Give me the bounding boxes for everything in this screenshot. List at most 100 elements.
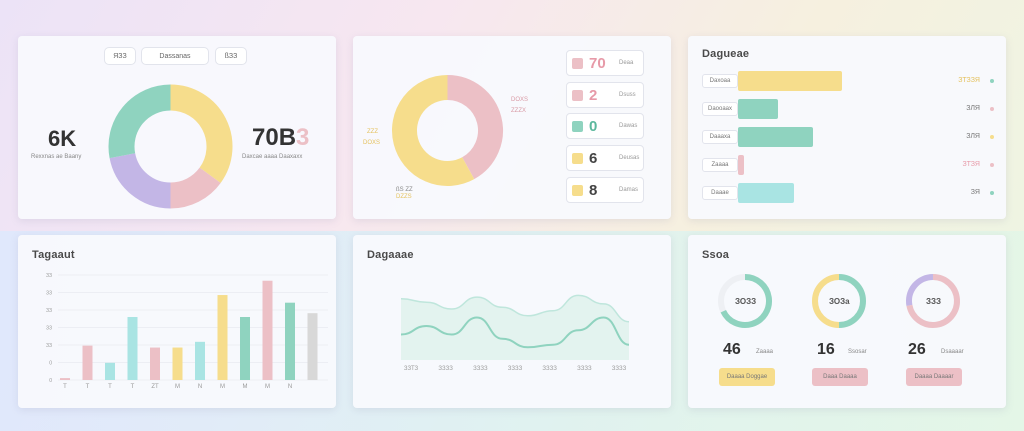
hbar-dot-5	[990, 191, 994, 195]
overview-donut-segment-2	[169, 167, 221, 209]
hbar-readout-2: ЗЛЯ	[966, 105, 980, 112]
hbar-readout-1: ЗТЗЗЯ	[958, 77, 980, 84]
bar-9	[240, 317, 250, 380]
bar-10	[262, 280, 273, 380]
bar-12	[307, 313, 318, 380]
bar-x-tick-5: ZT	[151, 384, 159, 390]
legend-item-3[interactable]: 0 Dawas	[566, 113, 644, 139]
vertical-bar-chart: ЗЗ ЗЗ ЗЗ ЗЗ ЗЗ 0 0 T T T T ZT M N M M M N	[46, 273, 328, 390]
ring-center-3: ЗЗЗ	[926, 297, 942, 306]
legend-item-5[interactable]: 8 Damas	[566, 177, 644, 203]
area-x-tick-1: ЗЗТЗ	[404, 366, 419, 372]
legend-item-1[interactable]: 70 Deaa	[566, 50, 644, 76]
bar-x-tick-7: N	[198, 384, 202, 390]
left-stat-label: Rexxnas ae Baany	[31, 154, 82, 160]
filter-pill-3[interactable]: ßЗЗ	[215, 47, 247, 65]
progress-rings	[718, 274, 960, 328]
hbar-dot-2	[990, 107, 994, 111]
hbar-readout-3: ЗЛЯ	[966, 133, 980, 140]
left-stat-value: 6K	[48, 126, 77, 151]
legend-sub-3: Dawas	[619, 123, 638, 129]
bar-y-tick-6: 0	[49, 361, 52, 367]
area-x-tick-6: ЗЗЗЗ	[577, 366, 592, 372]
bar-x-tick-4: T	[131, 384, 135, 390]
bar-3	[105, 362, 115, 380]
legend-sub-5: Damas	[619, 187, 639, 193]
area-fill-1	[401, 295, 629, 360]
ring-center-1: ЗОЗЗ	[735, 297, 757, 306]
overview-donut-chart	[108, 84, 233, 209]
bar-7	[195, 341, 205, 380]
right-stat-suffix: 3	[296, 124, 310, 151]
ring-button-1[interactable]: Daaaa Doggae	[719, 368, 775, 386]
legend-value-2: 2	[589, 87, 598, 104]
rings-card-title: Ssoa	[702, 249, 730, 261]
legend-sub-4: Deusas	[619, 155, 640, 161]
ring-button-2[interactable]: Daaa Daaaa	[812, 368, 868, 386]
ring-label-2: Ssosar	[848, 349, 867, 355]
area-chart-title: Dagaaae	[367, 249, 414, 261]
legend-value-4: 6	[589, 150, 598, 167]
ring-progress-arc-1	[720, 274, 772, 328]
area-line-1	[400, 294, 630, 323]
card-progress-rings: Ssoa ЗОЗЗ ЗОЗа ЗЗЗ 46 Zaaaa 16 Ssosar 26…	[688, 235, 1006, 408]
right-stat-value: 70B3	[252, 124, 309, 152]
card-split-donut: DOXS ZZZX ZZZ DOXS ßS ZZ DZZS 70 Deaa 2 …	[353, 36, 671, 219]
ring-number-3: 26	[908, 341, 926, 358]
split-donut-chart	[392, 75, 503, 186]
filter-pill-1[interactable]: ЯЗЗ	[104, 47, 136, 65]
legend-swatch-2	[572, 90, 583, 101]
bar-y-tick-5: ЗЗ	[46, 343, 52, 349]
hbar-2	[738, 99, 778, 119]
hbar-label-3: Daaaxa	[702, 130, 738, 144]
hbar-dot-4	[990, 163, 994, 167]
hbar-4	[738, 155, 744, 175]
hbar-readout-5: ЗЯ	[970, 189, 980, 196]
card-horizontal-bars: Dagueae Daxoaa ЗТЗЗЯ Daooaax ЗЛЯ Daaaxa …	[688, 36, 1006, 219]
bar-y-tick-4: ЗЗ	[46, 326, 52, 332]
legend-item-4[interactable]: 6 Deusas	[566, 145, 644, 171]
bar-x-tick-11: N	[288, 384, 292, 390]
bar-x-tick-6: M	[175, 384, 180, 390]
legend-swatch-1	[572, 58, 583, 69]
bar-y-tick-7: 0	[49, 378, 52, 384]
hbar-label-5: Daaae	[702, 186, 738, 200]
bar-x-tick-10: M	[265, 384, 270, 390]
hbar-label-1: Daxoaa	[702, 74, 738, 88]
legend-sub-2: Dsuss	[619, 92, 636, 98]
split-donut-segment-2	[392, 75, 475, 186]
bar-chart-title: Tagaaut	[32, 249, 75, 261]
area-x-tick-5: ЗЗЗЗ	[542, 366, 557, 372]
bar-8	[217, 295, 228, 380]
bar-y-tick-3: ЗЗ	[46, 308, 52, 314]
area-line-chart: ЗЗТЗ ЗЗЗЗ ЗЗЗЗ ЗЗЗЗ ЗЗЗЗ ЗЗЗЗ ЗЗЗЗ	[400, 294, 630, 372]
donut-label-left-sub: DOXS	[363, 140, 381, 146]
hbar-1	[738, 71, 842, 91]
hbar-label-2: Daooaax	[702, 102, 738, 116]
ring-label-3: Dsaaaar	[941, 349, 964, 355]
hbar-label-4: Zaaaa	[702, 158, 738, 172]
overview-donut-segment-3	[109, 152, 172, 209]
hbar-readout-4: ЗТЗЯ	[962, 161, 980, 168]
legend-value-1: 70	[589, 55, 606, 72]
legend-value-3: 0	[589, 118, 598, 135]
legend-swatch-5	[572, 185, 583, 196]
overview-donut-segment-4	[108, 84, 172, 159]
area-line-2	[400, 316, 630, 349]
hbar-dot-1	[990, 79, 994, 83]
area-x-tick-4: ЗЗЗЗ	[508, 366, 523, 372]
bar-y-tick-2: ЗЗ	[46, 291, 52, 297]
ring-label-1: Zaaaa	[756, 349, 774, 355]
split-donut-segment-1	[446, 75, 503, 180]
donut-label-bottom-sub: DZZS	[396, 194, 412, 200]
legend-item-2[interactable]: 2 Dsuss	[566, 82, 644, 108]
ring-secondary-arc-2	[812, 274, 840, 328]
donut-label-bottom: ßS ZZ	[396, 187, 413, 193]
bar-y-tick-1: ЗЗ	[46, 273, 52, 279]
ring-progress-arc-2	[838, 274, 866, 328]
ring-button-3[interactable]: Daaaa Daaaar	[906, 368, 962, 386]
bar-11	[285, 302, 295, 380]
ring-number-2: 16	[817, 341, 835, 358]
filter-pill-2[interactable]: Dassanas	[141, 47, 209, 65]
bar-x-tick-1: T	[63, 384, 67, 390]
